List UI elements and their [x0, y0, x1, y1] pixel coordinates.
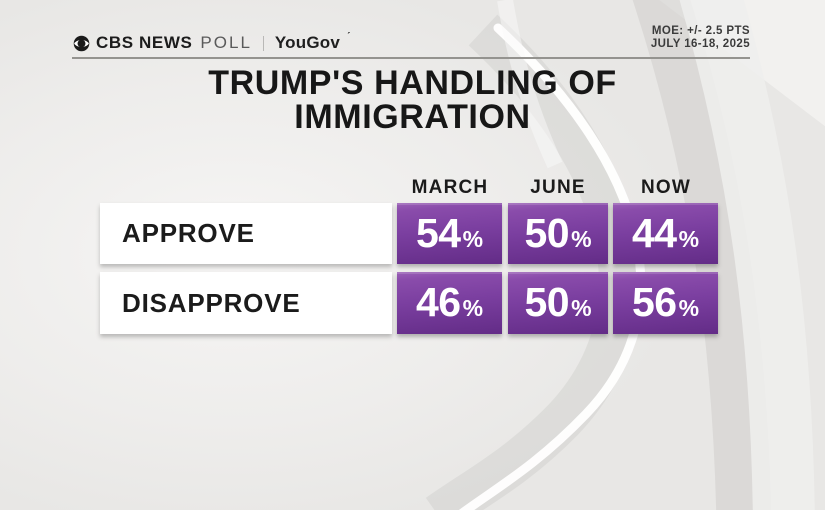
row-label-disapprove: DISAPPROVE	[100, 272, 392, 334]
brand-yougov: YouGov	[274, 33, 341, 52]
date-line: JULY 16-18, 2025	[650, 38, 750, 50]
approve-now-value: 44	[631, 210, 677, 256]
percent-sign: %	[462, 226, 484, 252]
approve-june-cell: 50 %	[508, 203, 608, 264]
brand-poll: POLL	[200, 33, 252, 52]
disapprove-now-value: 56	[631, 279, 677, 325]
brand-cbs-news: CBS NEWS	[96, 33, 193, 52]
title-line-1: TRUMP'S HANDLING OF	[208, 64, 617, 102]
disapprove-label: DISAPPROVE	[122, 287, 301, 318]
percent-sign: %	[462, 295, 484, 321]
yougov-tick-icon	[347, 31, 351, 43]
percent-sign: %	[571, 226, 592, 252]
approve-june-value: 50	[524, 210, 570, 256]
row-label-approve: APPROVE	[100, 203, 392, 264]
disapprove-june-value: 50	[524, 279, 570, 325]
disapprove-now-cell: 56 %	[613, 272, 718, 334]
page-title: TRUMP'S HANDLING OF IMMIGRATION	[0, 66, 825, 134]
percent-sign: %	[678, 226, 700, 252]
brand-logo: CBS NEWS POLL YouGov	[73, 33, 350, 53]
column-header-now: NOW	[640, 177, 692, 198]
title-line-2: IMMIGRATION	[294, 98, 531, 136]
approve-label: APPROVE	[122, 218, 255, 248]
approve-march-cell: 54 %	[397, 203, 502, 264]
approve-march-value: 54	[415, 210, 461, 256]
cbs-eye-icon	[73, 35, 90, 51]
percent-sign: %	[571, 295, 592, 321]
approve-now-cell: 44 %	[613, 203, 718, 264]
brand-divider	[262, 35, 264, 51]
column-header-june: JUNE	[530, 177, 586, 198]
disapprove-march-cell: 46 %	[397, 272, 502, 334]
column-header-march: MARCH	[411, 177, 489, 198]
moe-line: MOE: +/- 2.5 PTS	[651, 25, 750, 37]
header-rule	[72, 57, 750, 59]
methodology-note: MOE: +/- 2.5 PTS JULY 16-18, 2025	[651, 25, 750, 51]
disapprove-march-value: 46	[415, 279, 461, 325]
percent-sign: %	[678, 295, 700, 321]
disapprove-june-cell: 50 %	[508, 272, 608, 334]
